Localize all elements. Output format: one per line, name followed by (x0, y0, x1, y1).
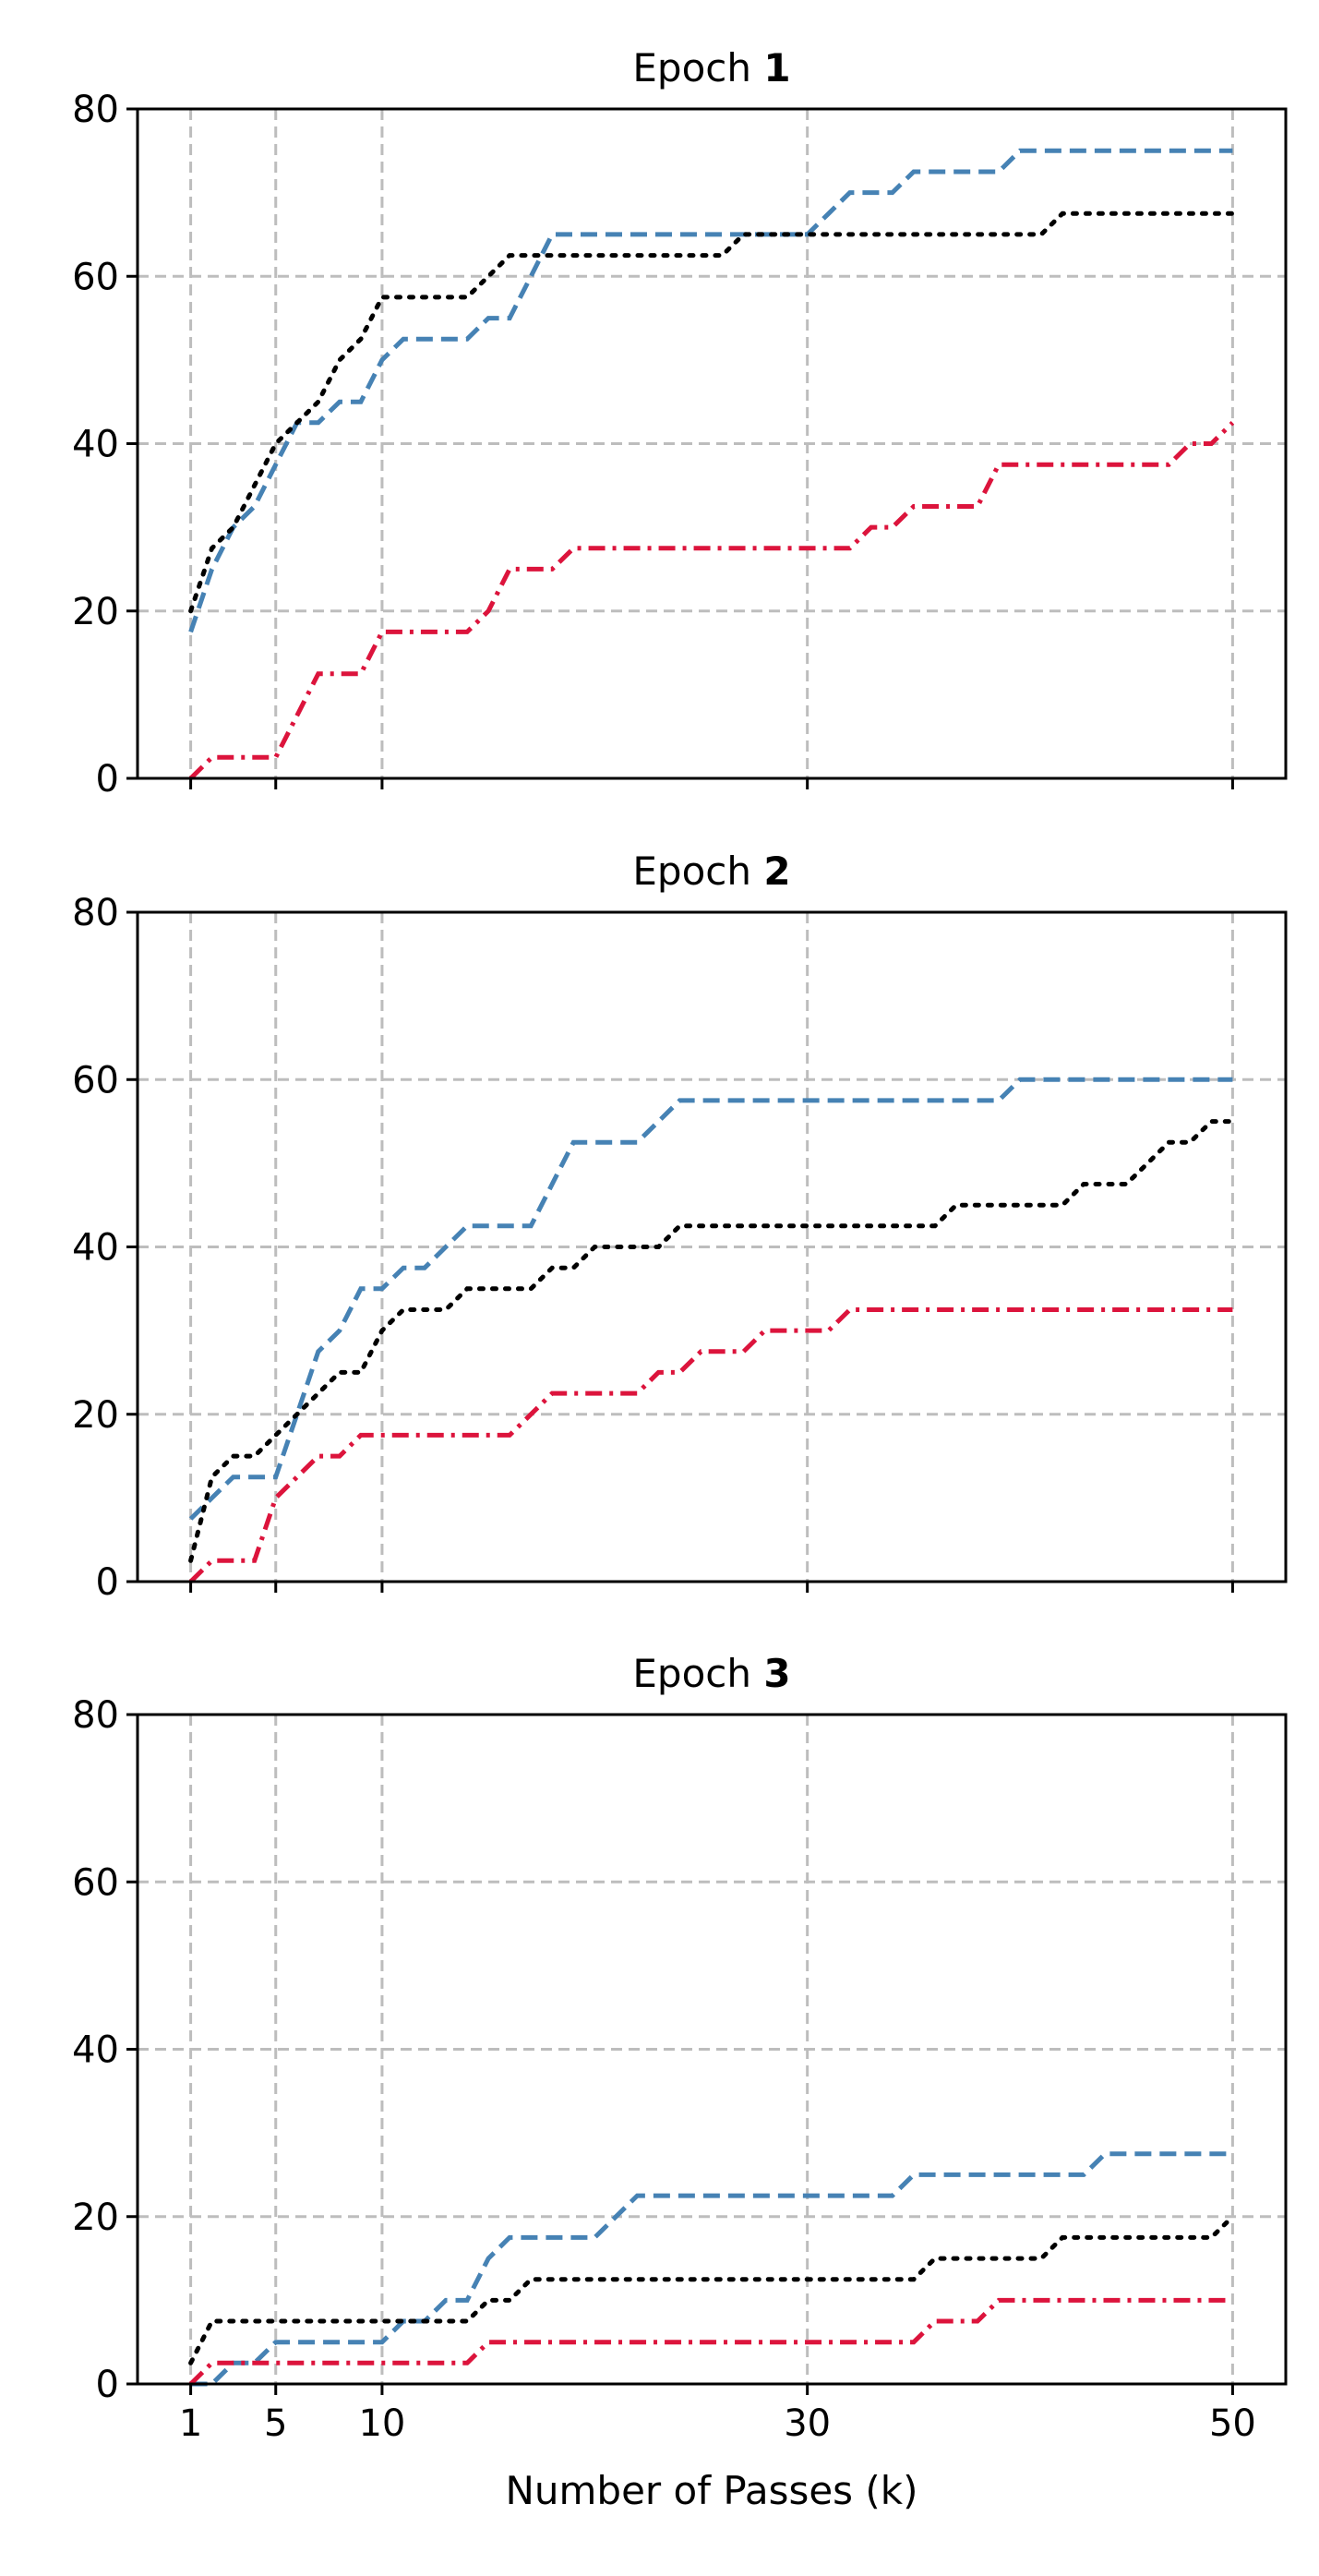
panel-title-number: 1 (763, 45, 790, 90)
x-tick-label: 30 (784, 2402, 831, 2445)
panel-1: 0 20 40 60 80 Epoch 1 (72, 45, 1288, 800)
y-tick-label: 0 (96, 758, 119, 800)
panel-title: Epoch 1 (632, 45, 790, 90)
panel-2: 0 20 40 60 80 Epoch 2 (72, 849, 1288, 1604)
y-tick-label: 20 (72, 2197, 119, 2239)
x-tick-label: 50 (1209, 2402, 1256, 2445)
panel-title: Epoch 3 (632, 1651, 790, 1696)
y-tick-label: 60 (72, 256, 119, 298)
x-tick-label: 1 (179, 2402, 202, 2445)
y-tick-label: 60 (72, 1861, 119, 1904)
x-axis-label: Number of Passes (k) (505, 2468, 917, 2513)
panel-title-number: 2 (763, 849, 790, 894)
panel-title-prefix: Epoch (632, 45, 763, 90)
panel-title-prefix: Epoch (632, 849, 763, 894)
series-line-dashdot (188, 2297, 1233, 2386)
y-tick-label: 0 (96, 1561, 119, 1604)
series-line-dashed (190, 2151, 1233, 2387)
series-line-dashdot (188, 1307, 1233, 1583)
y-tick-label: 80 (72, 89, 119, 131)
panel-3: 0 20 40 60 80 1 5 10 30 50 Epoch 3 Number of Passes… (72, 1651, 1288, 2513)
series-line-dashed (188, 1077, 1233, 1521)
y-tick-label: 40 (72, 2029, 119, 2072)
y-tick-label: 20 (72, 591, 119, 633)
panel-title-number: 3 (763, 1651, 790, 1696)
y-tick-label: 0 (96, 2364, 119, 2406)
y-tick-label: 20 (72, 1394, 119, 1437)
x-tick-label: 5 (264, 2402, 287, 2445)
y-tick-label: 40 (72, 1227, 119, 1270)
panel-title: Epoch 2 (632, 849, 790, 894)
series-line-dotted (188, 2214, 1235, 2365)
plot-frame (136, 910, 1288, 1583)
series-line-dashdot (188, 421, 1235, 780)
series-line-dotted (188, 1119, 1235, 1563)
y-tick-label: 60 (72, 1059, 119, 1101)
y-tick-label: 40 (72, 424, 119, 466)
y-tick-label: 80 (72, 892, 119, 934)
x-tick-label: 10 (358, 2402, 405, 2445)
panel-title-prefix: Epoch (632, 1651, 763, 1696)
series-line-dashed (188, 148, 1233, 633)
series-line-dotted (188, 211, 1235, 614)
plot-frame (136, 107, 1288, 780)
y-tick-label: 80 (72, 1694, 119, 1737)
plot-frame (136, 1713, 1288, 2386)
